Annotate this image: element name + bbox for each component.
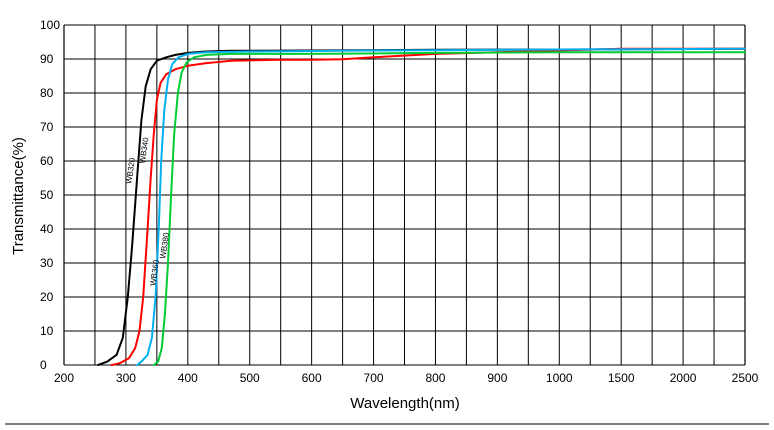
y-tick-label: 10 [40, 324, 54, 338]
y-tick-label: 70 [40, 120, 54, 134]
series-label-wb340: WB340 [138, 136, 151, 164]
x-tick-label: 1000 [546, 371, 573, 385]
grid-lines [63, 24, 746, 366]
y-tick-label: 30 [40, 256, 54, 270]
series-curves [97, 47, 746, 366]
series-label-wb380: WB380 [158, 231, 171, 259]
x-tick-label: 200 [54, 371, 74, 385]
series-line-wb320 [97, 47, 746, 366]
x-tick-label: 2000 [670, 371, 697, 385]
series-line-wb380 [152, 51, 746, 366]
x-tick-label: 500 [240, 371, 260, 385]
y-tick-label: 90 [40, 52, 54, 66]
x-tick-labels: 200 300 400 500 600 700 800 900 1000 1500 2000 2500 [54, 371, 759, 385]
y-axis-title: Transmittance(%) [10, 137, 27, 255]
x-tick-label: 400 [178, 371, 198, 385]
x-tick-label: 2500 [732, 371, 759, 385]
series-label-wb320: WB320 [124, 157, 137, 185]
x-tick-label: 700 [364, 371, 384, 385]
y-tick-labels: 0 10 20 30 40 50 60 70 80 90 100 [40, 18, 60, 372]
series-line-wb340 [110, 47, 746, 366]
y-tick-label: 20 [40, 290, 54, 304]
y-tick-label: 0 [40, 358, 47, 372]
y-tick-label: 60 [40, 154, 54, 168]
series-label-wb360: WB360 [148, 259, 161, 287]
series-line-wb360 [136, 47, 746, 366]
x-tick-label: 300 [116, 371, 136, 385]
x-tick-label: 800 [425, 371, 445, 385]
y-tick-label: 50 [40, 188, 54, 202]
y-tick-label: 80 [40, 86, 54, 100]
x-tick-label: 900 [487, 371, 507, 385]
y-tick-label: 40 [40, 222, 54, 236]
x-tick-label: 1500 [608, 371, 635, 385]
x-axis-title: Wavelength(nm) [350, 395, 459, 412]
x-tick-label: 600 [302, 371, 322, 385]
y-tick-label: 100 [40, 18, 60, 32]
